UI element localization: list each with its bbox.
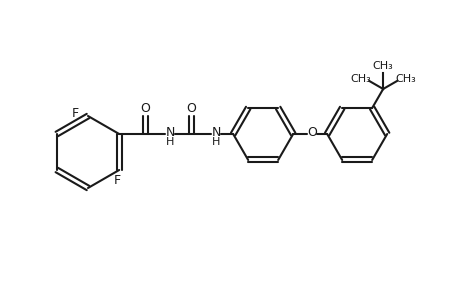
Text: H: H	[212, 137, 220, 147]
Text: O: O	[140, 101, 150, 115]
Text: CH₃: CH₃	[395, 74, 415, 84]
Text: O: O	[307, 125, 316, 139]
Text: N: N	[165, 125, 174, 139]
Text: F: F	[113, 175, 120, 188]
Text: F: F	[71, 106, 78, 119]
Text: O: O	[186, 101, 196, 115]
Text: CH₃: CH₃	[349, 74, 370, 84]
Text: CH₃: CH₃	[372, 61, 393, 71]
Text: N: N	[211, 125, 220, 139]
Text: H: H	[166, 137, 174, 147]
